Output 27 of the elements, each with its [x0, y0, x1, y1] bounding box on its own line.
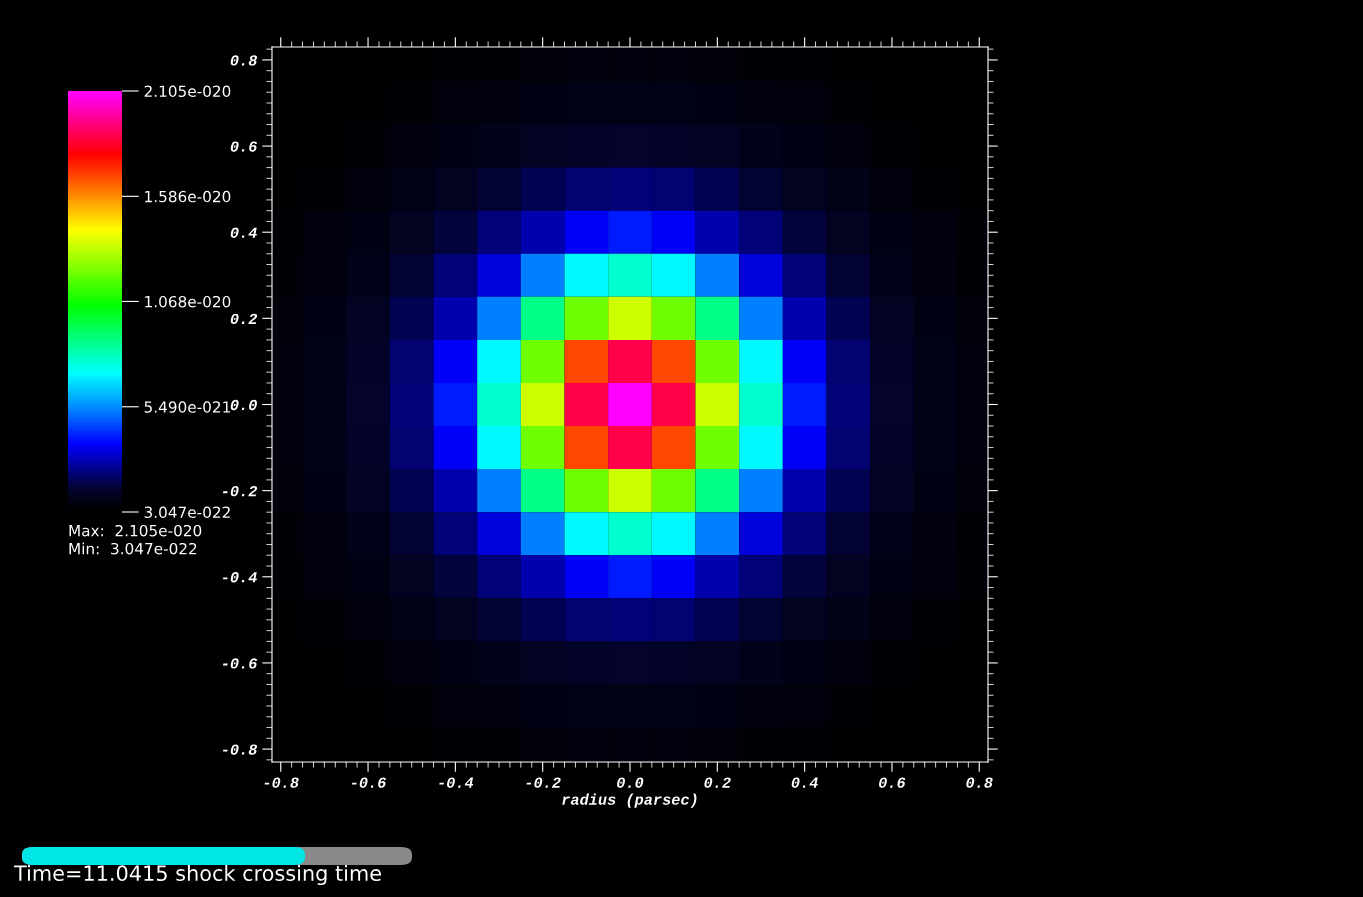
x-axis-title: radius (parsec)	[562, 793, 697, 808]
color-bar-label: 2.105e-020	[144, 85, 231, 98]
x-tick-label: 0.4	[791, 777, 818, 788]
color-bar-label: 1.586e-020	[145, 190, 231, 203]
y-tick-label: -0.6	[222, 658, 258, 669]
y-tick-label: -0.2	[222, 485, 258, 497]
x-tick-label: -0.6	[351, 777, 386, 788]
color-bar-label: 1.068e-020	[145, 295, 231, 308]
x-tick-label: -0.2	[526, 777, 561, 788]
color-bar-label: 5.490e-021	[144, 401, 230, 413]
x-tick-label: 0.0	[617, 777, 644, 788]
y-tick-label: 0.6	[230, 141, 258, 152]
x-tick-label: 0.8	[966, 777, 993, 788]
text: Max: 2.105e-020	[69, 524, 202, 537]
color-bar-label: 3.047e-022	[144, 506, 230, 519]
y-tick-label: 0.0	[230, 399, 257, 411]
y-tick-label: 0.2	[230, 313, 258, 325]
text: Min: 3.047e-022	[69, 542, 197, 555]
text: Time=11.0415 shock crossing time	[13, 864, 381, 886]
x-tick-label: -0.4	[439, 777, 474, 788]
x-tick-label: -0.8	[264, 777, 299, 788]
y-tick-label: -0.4	[222, 572, 257, 583]
x-tick-label: 0.6	[879, 777, 906, 788]
y-tick-label: 0.4	[230, 227, 257, 238]
y-tick-label: -0.8	[222, 744, 258, 755]
y-tick-label: 0.8	[230, 55, 258, 66]
x-tick-label: 0.2	[704, 777, 731, 788]
